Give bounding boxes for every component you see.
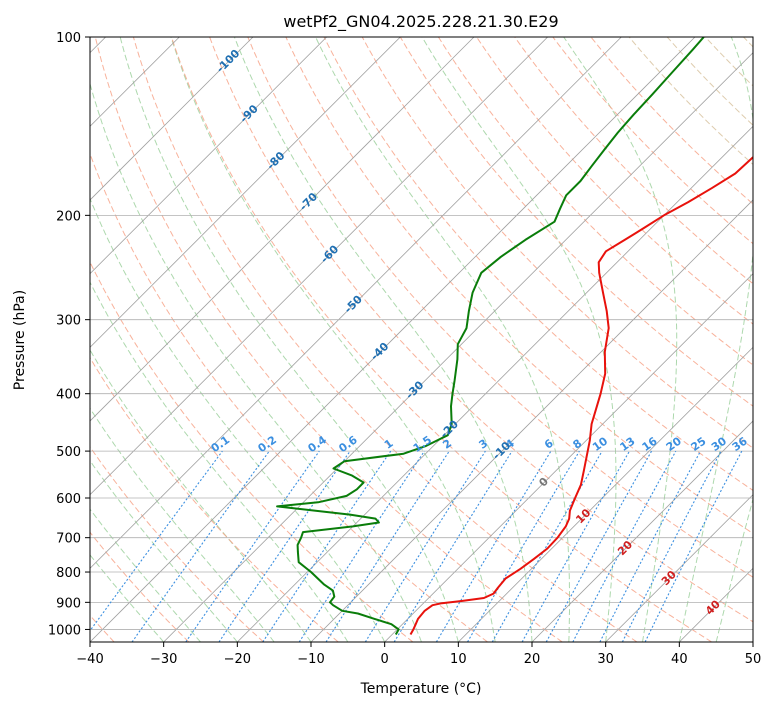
isotherm-line [458, 346, 753, 642]
moist-adiabat [170, 37, 496, 642]
dry-adiabat [285, 37, 753, 535]
isotherms [90, 37, 753, 642]
y-tick-label: 800 [56, 566, 81, 581]
isotherm-line [163, 52, 753, 642]
isotherm-line [90, 37, 401, 348]
x-tick-label: 50 [745, 652, 762, 667]
isotherm-line [384, 273, 753, 642]
dry-adiabat [90, 152, 488, 642]
x-tick-label: 40 [671, 652, 688, 667]
isotherm-line [90, 37, 327, 275]
isotherm-line [531, 420, 753, 642]
isotherm-line [752, 641, 753, 642]
dry-adiabat [90, 446, 264, 642]
dry-adiabat [90, 531, 190, 642]
moist-adiabat [315, 37, 570, 642]
x-tick-label: −30 [150, 652, 177, 667]
moist-adiabat [90, 508, 201, 642]
mixing-ratio-line [521, 450, 630, 642]
mixing-ratio-line [218, 450, 351, 642]
axes: −40 −30 −20 −10 0 10 20 30 40 50 100 200 300 400 500 60… [48, 31, 761, 667]
isotherm-line [90, 37, 696, 642]
x-tick-label: −40 [76, 652, 103, 667]
chart-title: wetPf2_GN04.2025.228.21.30.E29 [283, 12, 558, 32]
moist-adiabat [563, 37, 678, 642]
dry-adiabat [90, 356, 339, 642]
x-tick-label: 10 [450, 652, 467, 667]
pressure-gridlines [90, 37, 753, 630]
isotherm-line [605, 494, 753, 642]
isotherm-line [90, 37, 548, 496]
moist-adiabat [90, 281, 349, 642]
y-tick-label: 100 [56, 31, 81, 46]
moist-adiabat [90, 82, 422, 642]
plot-frame [89, 36, 754, 643]
x-tick-label: 30 [597, 652, 614, 667]
y-tick-label: 700 [56, 532, 81, 547]
moist-adiabat [90, 459, 238, 642]
dry-adiabat [94, 37, 563, 642]
dewpoint-line [276, 37, 705, 635]
sounding-series [276, 37, 753, 635]
y-tick-label: 400 [56, 388, 81, 403]
moist-adiabat [678, 37, 753, 642]
y-tick-label: 600 [56, 492, 81, 507]
mixing-ratio-line [298, 450, 425, 642]
isotherm-line [90, 37, 622, 569]
y-tick-label: 900 [56, 596, 81, 611]
moist-adiabat [90, 407, 275, 642]
mixing-ratio-line [325, 450, 450, 642]
dry-adiabat [209, 37, 753, 623]
y-tick-label: 1000 [48, 623, 81, 638]
moist-adiabat [90, 349, 312, 642]
y-tick-label: 300 [56, 314, 81, 329]
mixing-ratio-line [572, 450, 677, 642]
moist-adiabat [119, 37, 459, 642]
x-axis-label: Temperature (°C) [360, 681, 482, 697]
moist-adiabat [90, 554, 165, 642]
y-axis-label: Pressure (hPa) [12, 290, 28, 390]
mixing-ratio-lines [90, 450, 743, 642]
temperature-line [409, 155, 753, 635]
isotherm-line [310, 199, 753, 642]
mixing-ratio-line [621, 450, 722, 642]
dry-adiabat [514, 37, 753, 285]
dry-adiabat [171, 37, 712, 642]
isotherm-line [237, 125, 753, 642]
moist-adiabat [421, 37, 617, 642]
dry-adiabat [437, 37, 753, 366]
mixing-ratio-line [90, 450, 223, 632]
mixing-ratio-line [393, 450, 513, 642]
x-tick-label: −10 [297, 652, 324, 667]
y-tick-label: 500 [56, 445, 81, 460]
x-tick-label: −20 [224, 652, 251, 667]
dry-adiabat [132, 37, 638, 642]
y-tick-label: 200 [56, 209, 81, 224]
mixing-ratio-line [185, 450, 320, 642]
mixing-ratio-line [644, 450, 743, 642]
dry-adiabat [361, 37, 753, 449]
x-tick-label: 0 [381, 652, 389, 667]
dry-adiabat [247, 37, 753, 578]
x-tick-label: 20 [524, 652, 541, 667]
mixing-ratio-line [262, 450, 392, 642]
mixing-ratio-line [131, 450, 270, 642]
isotherm-line [90, 37, 475, 422]
isotherm-line [90, 37, 254, 201]
mixing-ratio-line [545, 450, 653, 642]
